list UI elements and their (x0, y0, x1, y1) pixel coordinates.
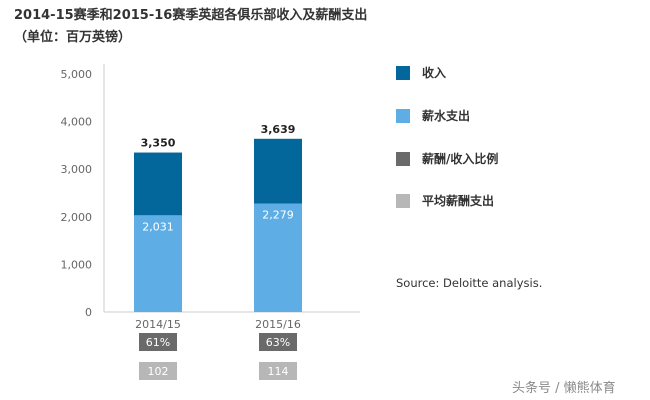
avg-label: 102 (148, 365, 169, 378)
avg-box (259, 362, 297, 380)
chart-subtitle: （单位：百万英镑） (14, 30, 132, 45)
legend-swatch-revenue (396, 66, 410, 80)
legend-label-revenue: 收入 (422, 66, 447, 80)
legend-swatch-ratio (396, 152, 410, 166)
wages-label: 2,279 (262, 209, 294, 222)
legend-swatch-avg (396, 194, 410, 208)
total-label: 3,350 (141, 137, 176, 150)
ratio-label: 63% (266, 336, 290, 349)
legend-label-avg: 平均薪酬支出 (422, 194, 495, 208)
y-tick-label: 2,000 (61, 211, 93, 224)
legend-swatch-wages (396, 109, 410, 123)
ratio-box (139, 333, 177, 351)
y-tick-label: 5,000 (61, 68, 93, 81)
avg-box (139, 362, 177, 380)
chart-title: 2014-15赛季和2015-16赛季英超各俱乐部收入及薪酬支出 (14, 8, 368, 23)
avg-label: 114 (268, 365, 289, 378)
source-note: Source: Deloitte analysis. (396, 276, 543, 290)
y-tick-label: 1,000 (61, 258, 93, 271)
ratio-label: 61% (146, 336, 170, 349)
y-tick-label: 3,000 (61, 163, 93, 176)
y-tick-label: 4,000 (61, 116, 93, 129)
wages-label: 2,031 (142, 220, 174, 233)
ratio-box (259, 333, 297, 351)
x-tick-label: 2015/16 (255, 318, 301, 331)
watermark: 头条号 / 懒熊体育 (512, 381, 616, 396)
x-tick-label: 2014/15 (135, 318, 181, 331)
bar-wages-2015/16 (254, 203, 302, 312)
legend-label-ratio: 薪酬/收入比例 (422, 152, 499, 166)
bar-revenue-2014/15 (134, 152, 182, 216)
bar-wages-2014/15 (134, 215, 182, 312)
bar-revenue-2015/16 (254, 138, 302, 204)
y-tick-label: 0 (85, 306, 92, 319)
total-label: 3,639 (261, 123, 296, 136)
legend-label-wages: 薪水支出 (422, 109, 471, 123)
